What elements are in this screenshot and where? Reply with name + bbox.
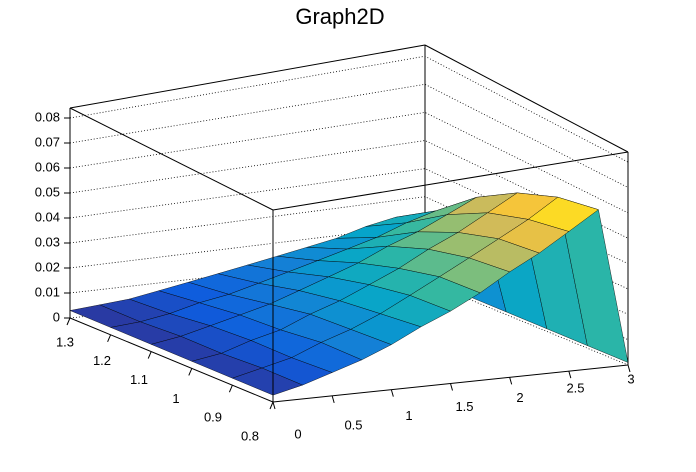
x-tick-label: 0 — [294, 426, 301, 441]
x-tick — [509, 377, 513, 385]
y-tick — [228, 385, 233, 393]
box-edge — [424, 44, 629, 153]
y-tick — [66, 317, 71, 326]
z-tick-label: 0.08 — [35, 109, 60, 124]
z-tick-label: 0.02 — [35, 259, 60, 274]
box-edge — [272, 151, 629, 211]
z-tick-label: 0.01 — [35, 284, 60, 299]
y-tick-label: 1.2 — [93, 353, 111, 368]
y-tick-label: 1.1 — [130, 372, 148, 387]
y-tick-label: 0.8 — [241, 428, 259, 443]
y-tick — [188, 368, 193, 376]
x-tick-label: 3 — [627, 371, 634, 386]
y-tick-label: 1 — [172, 391, 179, 406]
grid-line — [69, 112, 629, 214]
x-tick — [627, 364, 631, 373]
z-tick-label: 0.06 — [35, 159, 60, 174]
y-tick — [107, 334, 112, 342]
x-tick-label: 2.5 — [566, 381, 584, 396]
x-tick — [272, 401, 276, 410]
x-tick-label: 0.5 — [344, 417, 362, 432]
chart-title: Graph2D — [295, 4, 384, 29]
box-edge — [69, 44, 426, 109]
y-tick — [147, 351, 152, 359]
z-tick-label: 0.03 — [35, 234, 60, 249]
x-tick — [390, 389, 394, 397]
y-tick — [269, 401, 274, 410]
y-tick-label: 0.9 — [204, 410, 222, 425]
z-tick-label: 0.07 — [35, 134, 60, 149]
y-tick-label: 1.3 — [56, 334, 74, 349]
x-tick-label: 2 — [516, 390, 523, 405]
z-tick-label: 0.04 — [35, 209, 60, 224]
x-tick-label: 1.5 — [455, 399, 473, 414]
surface-cell — [231, 367, 304, 396]
x-tick-label: 1 — [405, 408, 412, 423]
z-tick-label: 0.05 — [35, 184, 60, 199]
x-tick — [331, 395, 335, 403]
z-tick-label: 0 — [53, 309, 60, 324]
x-tick — [450, 383, 453, 391]
y-axis — [69, 317, 274, 403]
x-tick — [568, 371, 572, 379]
box-edge — [69, 107, 274, 211]
